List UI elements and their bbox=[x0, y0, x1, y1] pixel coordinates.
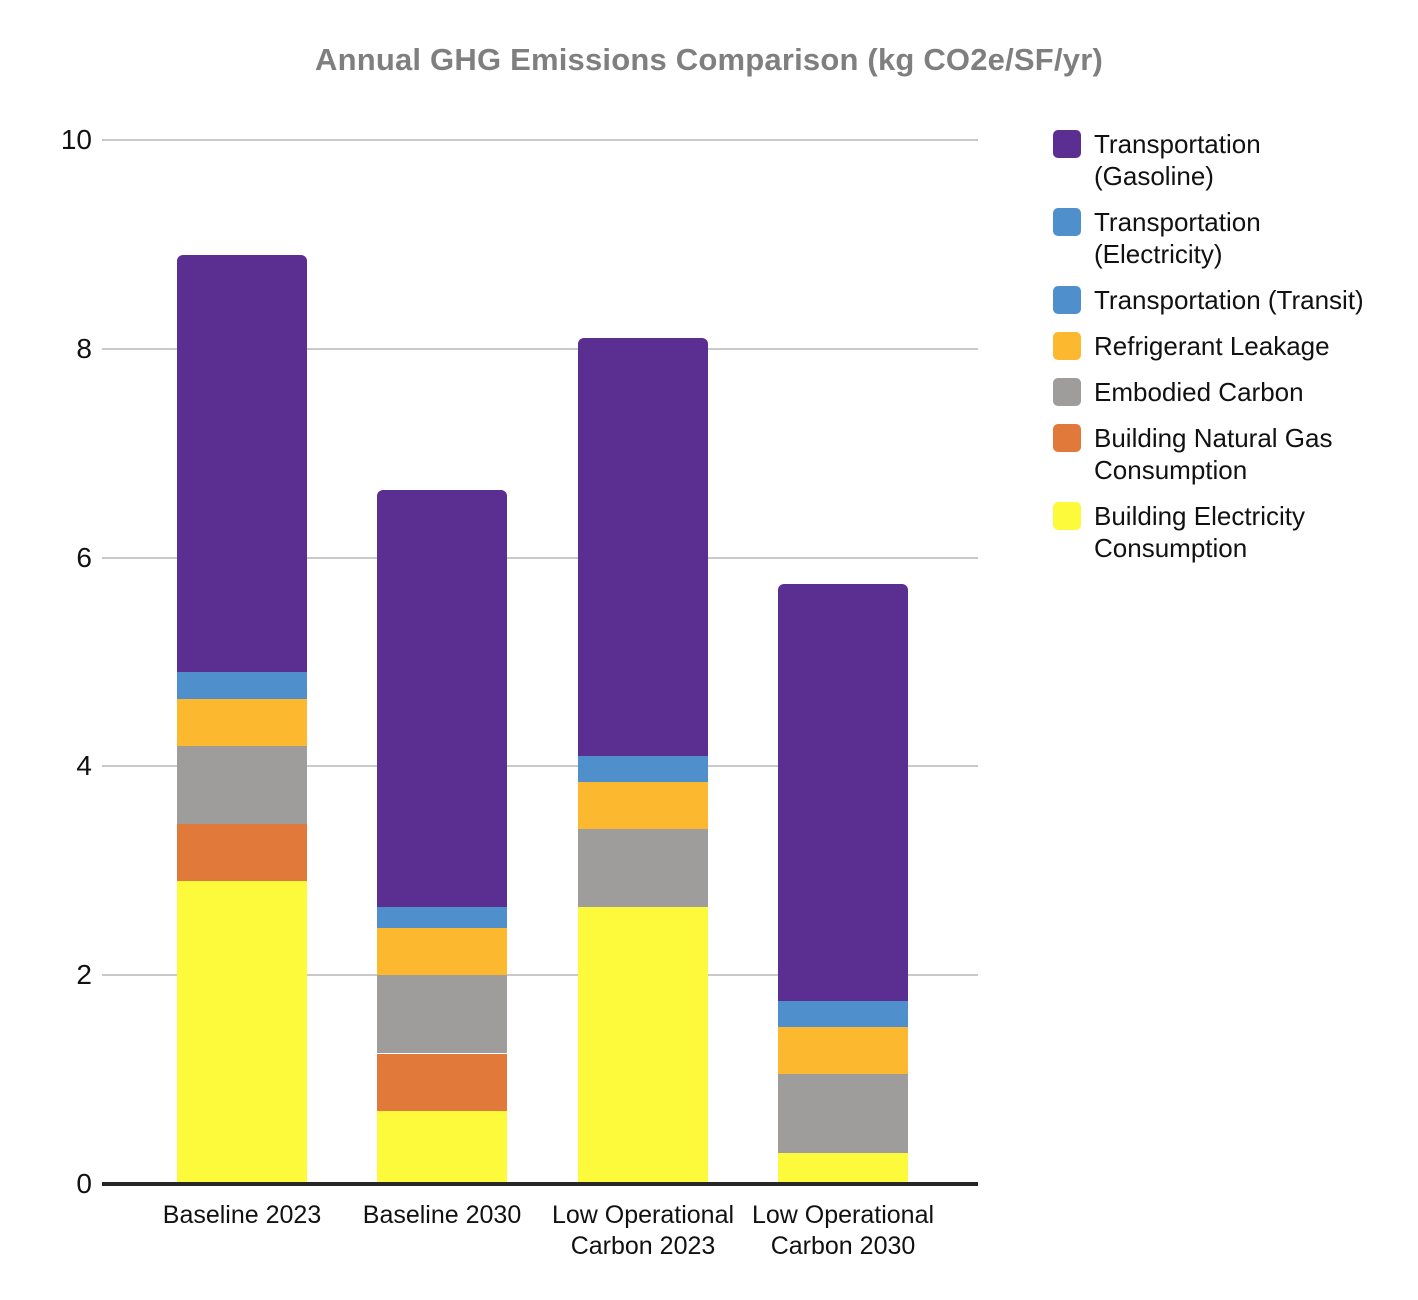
legend-label: Refrigerant Leakage bbox=[1094, 331, 1330, 361]
y-axis-tick-label: 2 bbox=[76, 959, 92, 991]
x-axis-label-baseline-2023: Baseline 2023 bbox=[162, 1201, 322, 1229]
bar-segment-transportation-gasoline-low-operational-carbon-2023 bbox=[578, 338, 708, 756]
legend-label: Transportation (Gasoline) bbox=[1094, 129, 1261, 191]
legend-item-refrigerant-leakage: Refrigerant Leakage bbox=[1053, 330, 1393, 362]
chart-title: Annual GHG Emissions Comparison (kg CO2e… bbox=[315, 42, 1103, 77]
legend-item-transportation-electricity: Transportation (Electricity) bbox=[1053, 206, 1393, 270]
legend-item-transportation-transit: Transportation (Transit) bbox=[1053, 284, 1393, 316]
legend-swatch-transportation-gasoline bbox=[1053, 130, 1081, 158]
legend-item-building-natural-gas-consumption: Building Natural Gas Consumption bbox=[1053, 422, 1393, 486]
legend-item-embodied-carbon: Embodied Carbon bbox=[1053, 376, 1393, 408]
bar-segment-building-electricity-consumption-baseline-2030 bbox=[377, 1110, 507, 1184]
x-axis-label-low-operational-carbon-2030: Low Operational Carbon 2030 bbox=[751, 1201, 935, 1260]
gridline-y-6 bbox=[102, 556, 978, 559]
legend-swatch-building-natural-gas-consumption bbox=[1053, 424, 1081, 452]
bar-segment-building-natural-gas-consumption-baseline-2030 bbox=[377, 1053, 507, 1111]
gridline-y-2 bbox=[102, 974, 978, 977]
bar-segment-refrigerant-leakage-low-operational-carbon-2030 bbox=[778, 1027, 908, 1075]
bar-segment-refrigerant-leakage-baseline-2023 bbox=[177, 698, 307, 746]
y-axis-tick-label: 8 bbox=[76, 332, 92, 364]
legend-swatch-transportation-transit bbox=[1053, 286, 1081, 314]
legend-label: Embodied Carbon bbox=[1094, 377, 1304, 407]
gridline-y-8 bbox=[102, 347, 978, 350]
legend-label: Transportation (Electricity) bbox=[1094, 207, 1261, 269]
bar-segment-transportation-electricity-low-operational-carbon-2023 bbox=[578, 755, 708, 762]
legend-swatch-transportation-electricity bbox=[1053, 208, 1081, 236]
bar-segment-refrigerant-leakage-baseline-2030 bbox=[377, 928, 507, 976]
bar-segment-transportation-electricity-baseline-2023 bbox=[177, 672, 307, 678]
y-axis-tick-label: 6 bbox=[76, 541, 92, 573]
bar-segment-refrigerant-leakage-low-operational-carbon-2023 bbox=[578, 782, 708, 830]
bar-segment-transportation-transit-baseline-2023 bbox=[177, 677, 307, 699]
bar-segment-transportation-transit-low-operational-carbon-2023 bbox=[578, 761, 708, 783]
bar-segment-transportation-gasoline-baseline-2030 bbox=[377, 489, 507, 908]
gridline-y-10 bbox=[102, 139, 978, 141]
bar-segment-transportation-transit-low-operational-carbon-2030 bbox=[778, 1006, 908, 1028]
bar-segment-embodied-carbon-low-operational-carbon-2030 bbox=[778, 1074, 908, 1153]
bar-segment-transportation-electricity-low-operational-carbon-2030 bbox=[778, 1001, 908, 1007]
x-axis-label-baseline-2030: Baseline 2030 bbox=[362, 1201, 522, 1229]
legend: Transportation (Gasoline) Transportation (E… bbox=[1053, 128, 1393, 578]
bar-segment-building-electricity-consumption-low-operational-carbon-2030 bbox=[778, 1152, 908, 1184]
y-axis-tick-label: 10 bbox=[60, 124, 92, 155]
legend-item-transportation-gasoline: Transportation (Gasoline) bbox=[1053, 128, 1393, 192]
legend-label: Building Electricity Consumption bbox=[1094, 501, 1305, 563]
bar-segment-transportation-gasoline-low-operational-carbon-2030 bbox=[778, 583, 908, 1002]
bar-segment-building-natural-gas-consumption-baseline-2023 bbox=[177, 823, 307, 882]
bar-segment-building-electricity-consumption-baseline-2023 bbox=[177, 881, 307, 1184]
legend-item-building-electricity-consumption: Building Electricity Consumption bbox=[1053, 500, 1393, 564]
bar-segment-embodied-carbon-low-operational-carbon-2023 bbox=[578, 829, 708, 908]
x-axis-line bbox=[102, 1182, 978, 1186]
y-axis-tick-label: 0 bbox=[76, 1168, 92, 1199]
bar-segment-building-electricity-consumption-low-operational-carbon-2023 bbox=[578, 907, 708, 1184]
legend-label: Transportation (Transit) bbox=[1094, 285, 1364, 315]
y-axis-tick-label: 4 bbox=[76, 750, 92, 782]
bar-segment-transportation-transit-baseline-2030 bbox=[377, 907, 507, 929]
bar-segment-embodied-carbon-baseline-2030 bbox=[377, 975, 507, 1054]
x-axis-label-low-operational-carbon-2023: Low Operational Carbon 2023 bbox=[551, 1201, 735, 1260]
bar-segment-transportation-gasoline-baseline-2023 bbox=[177, 254, 307, 673]
legend-label: Building Natural Gas Consumption bbox=[1094, 423, 1333, 485]
legend-swatch-building-electricity-consumption bbox=[1053, 502, 1081, 530]
bar-segment-embodied-carbon-baseline-2023 bbox=[177, 745, 307, 824]
legend-swatch-embodied-carbon bbox=[1053, 378, 1081, 406]
gridline-y-4 bbox=[102, 765, 978, 768]
legend-swatch-refrigerant-leakage bbox=[1053, 332, 1081, 360]
